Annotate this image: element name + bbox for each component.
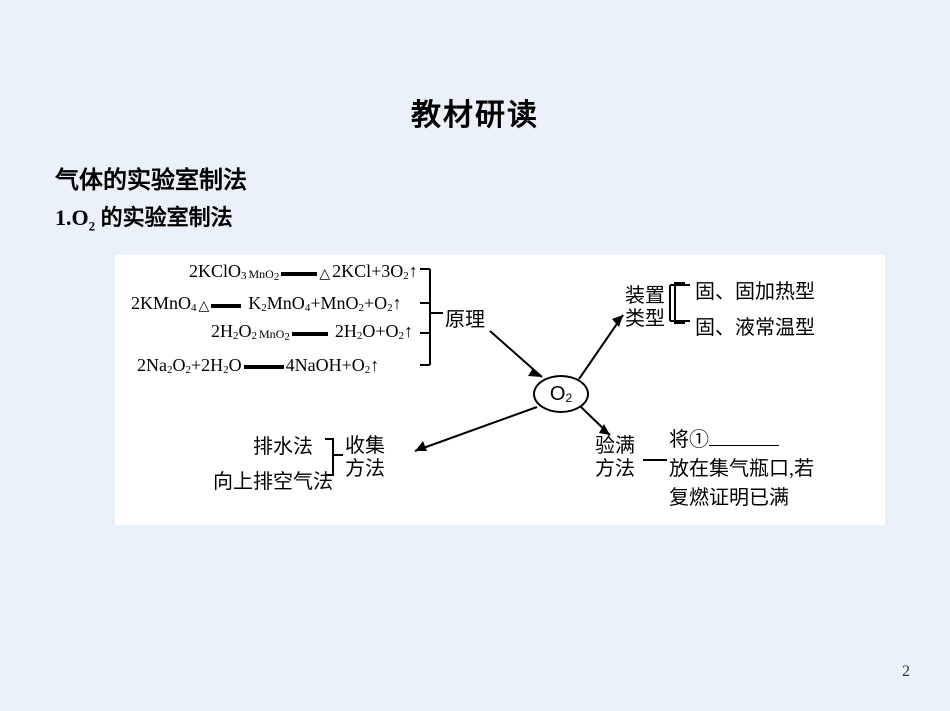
- h2-post: 的实验室制法: [95, 205, 233, 230]
- page-title: 教材研读: [0, 90, 950, 134]
- slide: 教材研读 气体的实验室制法 1.O2 的实验室制法 2KClO3MnO2△2KC…: [0, 0, 950, 711]
- subsection-heading: 1.O2 的实验室制法: [55, 200, 233, 234]
- page-number: 2: [902, 663, 910, 681]
- diagram-lines: [115, 255, 885, 525]
- section-heading: 气体的实验室制法: [55, 160, 247, 195]
- h2-pre: 1.O: [55, 205, 89, 230]
- concept-diagram: 2KClO3MnO2△2KCl+3O2↑ 2KMnO4△.K2MnO4+MnO2…: [115, 255, 885, 525]
